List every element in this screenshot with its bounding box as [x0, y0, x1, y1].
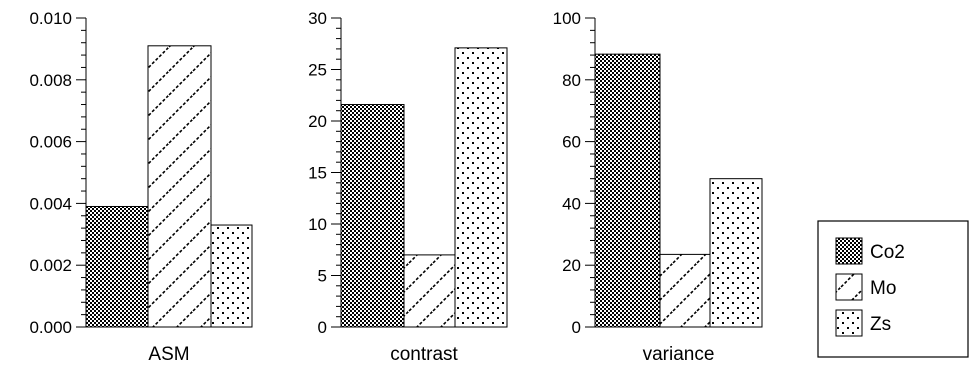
- chart-panel-variance: 0 20 40 60 80 100 variance: [553, 9, 763, 365]
- y-tick-label: 0.000: [29, 318, 72, 337]
- legend-swatch-Co2: [835, 237, 863, 265]
- bar-contrast-Co2: [340, 104, 405, 328]
- chart-panels: 0.000 0.002 0.004 0.006 0.008 0.010 ASM 0 5 10 15 2…: [29, 9, 763, 365]
- y-tick-label: 60: [562, 133, 581, 152]
- x-axis-label: contrast: [390, 344, 458, 365]
- bar-contrast-Mo: [403, 254, 456, 328]
- chart-panel-ASM: 0.000 0.002 0.004 0.006 0.008 0.010 ASM: [29, 9, 253, 365]
- y-tick-label: 0: [572, 318, 581, 337]
- y-tick-label: 0.008: [29, 71, 72, 90]
- y-tick-label: 0.002: [29, 256, 72, 275]
- y-tick-label: 20: [308, 112, 327, 131]
- legend-swatch-Mo: [835, 273, 863, 301]
- legend-label-Zs: Zs: [870, 314, 891, 335]
- y-tick-label: 10: [308, 215, 327, 234]
- bar-ASM-Zs: [210, 224, 253, 328]
- bar-ASM-Co2: [85, 205, 149, 328]
- x-axis-label: variance: [643, 344, 715, 365]
- y-tick-label: 0.006: [29, 133, 72, 152]
- legend-label-Co2: Co2: [870, 242, 905, 263]
- y-tick-label: 25: [308, 61, 327, 80]
- y-tick-label: 0: [318, 318, 327, 337]
- bar-variance-Co2: [594, 53, 661, 328]
- y-tick-label: 0.010: [29, 9, 72, 28]
- y-tick-label: 80: [562, 71, 581, 90]
- bar-contrast-Zs: [454, 47, 508, 328]
- y-tick-label: 30: [308, 9, 327, 28]
- legend-swatch-Zs: [835, 309, 863, 337]
- x-axis-label: ASM: [148, 344, 189, 365]
- legend-label-Mo: Mo: [870, 278, 896, 299]
- bar-variance-Zs: [709, 178, 763, 328]
- y-tick-label: 5: [318, 267, 327, 286]
- y-tick-label: 100: [553, 9, 581, 28]
- legend: Co2 Mo Zs: [817, 220, 969, 358]
- chart-panel-contrast: 0 5 10 15 20 25 30 contrast: [308, 9, 508, 365]
- bar-variance-Mo: [659, 253, 711, 328]
- y-tick-label: 40: [562, 194, 581, 213]
- bar-ASM-Mo: [147, 45, 212, 328]
- y-tick-label: 15: [308, 164, 327, 183]
- y-tick-label: 20: [562, 256, 581, 275]
- y-tick-label: 0.004: [29, 194, 72, 213]
